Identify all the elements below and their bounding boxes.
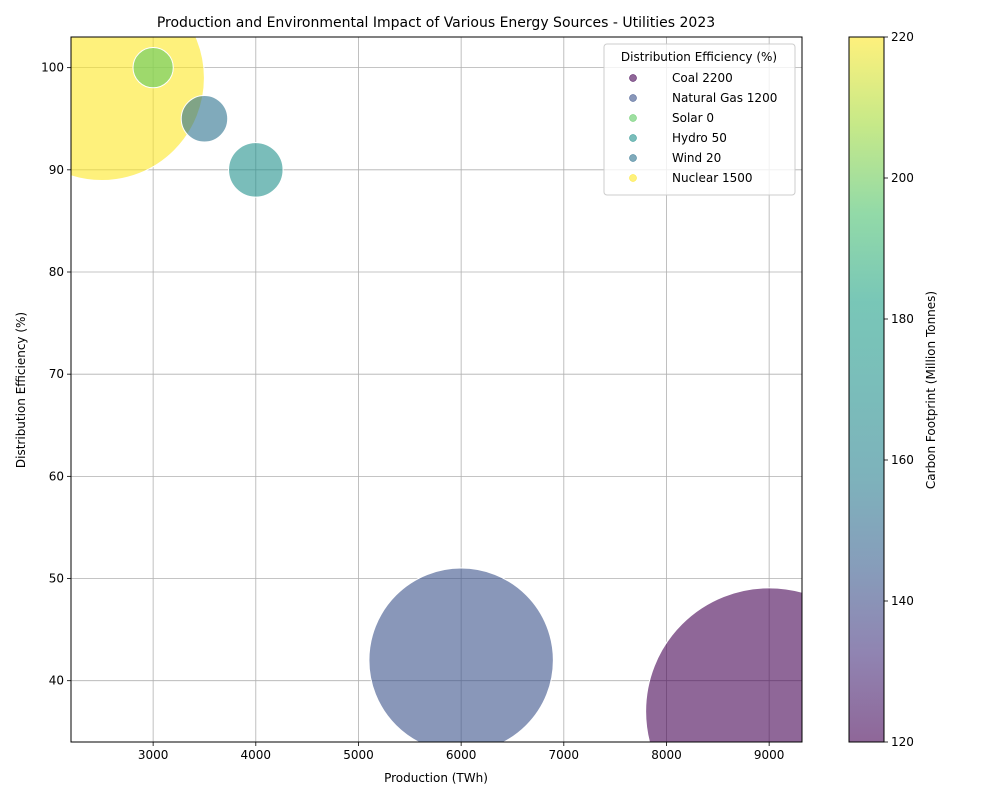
x-tick-label: 7000 (549, 748, 580, 762)
y-tick-label: 80 (49, 265, 64, 279)
y-tick-label: 50 (49, 572, 64, 586)
legend: Distribution Efficiency (%) Coal 2200 Nat… (603, 43, 796, 196)
legend-title: Distribution Efficiency (%) (621, 50, 777, 64)
plot-frame (70, 36, 803, 743)
bubble-natural-gas (368, 567, 554, 742)
legend-label: Hydro 50 (672, 131, 727, 145)
legend-marker (629, 154, 637, 162)
chart-title: Production and Environmental Impact of V… (157, 15, 715, 31)
colorbar-tick-label: 220 (891, 30, 914, 44)
bubble-hydro (228, 142, 284, 198)
x-tick-label: 8000 (651, 748, 682, 762)
colorbar-tick-label: 140 (891, 594, 914, 608)
data-points (71, 37, 802, 742)
legend-marker (629, 114, 637, 122)
x-tick-label: 5000 (343, 748, 374, 762)
colorbar-frame (848, 36, 885, 743)
colorbar-label: Carbon Footprint (Million Tonnes) (924, 291, 938, 489)
axis-ticks: 3000 4000 5000 6000 7000 8000 9000 40 50 60 70 80 90… (41, 61, 784, 762)
legend-label: Coal 2200 (672, 71, 733, 85)
legend-marker (629, 174, 637, 182)
legend-label: Nuclear 1500 (672, 171, 753, 185)
legend-label: Wind 20 (672, 151, 721, 165)
legend-marker (629, 134, 637, 142)
legend-marker (629, 74, 637, 82)
y-axis-label: Distribution Efficiency (%) (14, 312, 28, 468)
x-tick-label: 9000 (754, 748, 785, 762)
colorbar-tick-label: 160 (891, 453, 914, 467)
legend-entries: Coal 2200 Natural Gas 1200 Solar 0 Hydro 50… (629, 71, 777, 185)
x-tick-label: 6000 (446, 748, 477, 762)
bubble-wind (180, 95, 229, 143)
y-tick-label: 100 (41, 61, 64, 75)
colorbar-gradient (849, 37, 884, 742)
legend-box (603, 43, 796, 196)
x-tick-label: 4000 (241, 748, 272, 762)
colorbar-tick-label: 180 (891, 312, 914, 326)
colorbar-tick-label: 200 (891, 171, 914, 185)
bubble-solar (132, 47, 174, 89)
x-axis-label: Production (TWh) (384, 771, 488, 785)
colorbar-tick-label: 120 (891, 735, 914, 749)
x-tick-label: 3000 (138, 748, 169, 762)
colorbar-ticks: 120 140 160 180 200 220 (884, 30, 914, 749)
y-tick-label: 40 (49, 674, 64, 688)
legend-label: Solar 0 (672, 111, 714, 125)
y-tick-label: 70 (49, 367, 64, 381)
colorbar: 120 140 160 180 200 220 Carbon Footprint (Mil… (848, 30, 938, 749)
y-tick-label: 60 (49, 469, 64, 483)
y-tick-label: 90 (49, 163, 64, 177)
legend-marker (629, 94, 637, 102)
legend-label: Natural Gas 1200 (672, 91, 777, 105)
bubble-coal (645, 587, 802, 742)
